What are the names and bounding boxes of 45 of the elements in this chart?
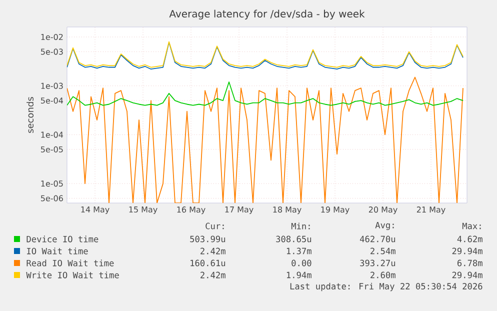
- chart-title: Average latency for /dev/sda - by week: [169, 10, 365, 20]
- y-tick-label: 1e-02: [41, 34, 63, 40]
- text: 0.00: [292, 260, 312, 266]
- x-tick-label: 21 May: [416, 206, 446, 214]
- text: 6.78m: [457, 260, 482, 266]
- text: 393.27u: [360, 260, 396, 266]
- legend-label: Read IO Wait time: [26, 260, 114, 266]
- line-series: [67, 82, 464, 106]
- text: 4.62m: [457, 236, 482, 242]
- line-series: [67, 76, 464, 204]
- text: 2.42m: [200, 248, 226, 254]
- x-tick-label: 14 May: [81, 206, 110, 214]
- text: 2.54m: [370, 248, 396, 254]
- y-tick-label: 1e-05: [41, 180, 63, 187]
- y-tick-label: 5e-04: [41, 98, 64, 104]
- text: Avg:: [375, 222, 394, 230]
- text: 2.60m: [370, 272, 396, 278]
- x-tick-label: 17 May: [225, 206, 254, 214]
- legend-label: Write IO Wait time: [26, 272, 119, 278]
- legend-label: IO Wait time: [27, 248, 88, 254]
- x-tick-label: 15 May: [129, 206, 158, 214]
- y-tick-label: 1e-04: [41, 132, 64, 138]
- x-tick-label: 18 May: [273, 206, 302, 214]
- text: Cur:: [206, 222, 224, 230]
- text: 1.94m: [286, 272, 312, 278]
- text: 308.65u: [276, 236, 312, 242]
- text: 29.94m: [452, 248, 482, 254]
- text: 1.37m: [286, 248, 312, 254]
- text: Min:: [291, 222, 310, 230]
- legend-label: Device IO time: [26, 236, 98, 242]
- x-tick-label: 20 May: [368, 206, 398, 214]
- x-tick-label: 19 May: [321, 206, 350, 214]
- text: Max:: [462, 222, 481, 230]
- text: 2.42m: [200, 272, 226, 278]
- y-tick-label: 5e-05: [41, 146, 63, 152]
- text: 29.94m: [452, 272, 482, 278]
- y-tick-label: 5e-03: [41, 48, 63, 55]
- text: Last update: Fri May 22 05:30:54 2026: [290, 282, 482, 292]
- x-tick-label: 16 May: [177, 206, 206, 214]
- y-axis-title: seconds: [26, 97, 34, 133]
- text: 462.70u: [360, 236, 396, 242]
- text: 503.99u: [190, 236, 226, 242]
- y-tick-label: 1e-03: [41, 82, 63, 89]
- text: 160.61u: [190, 260, 226, 266]
- y-tick-label: 5e-06: [41, 195, 63, 202]
